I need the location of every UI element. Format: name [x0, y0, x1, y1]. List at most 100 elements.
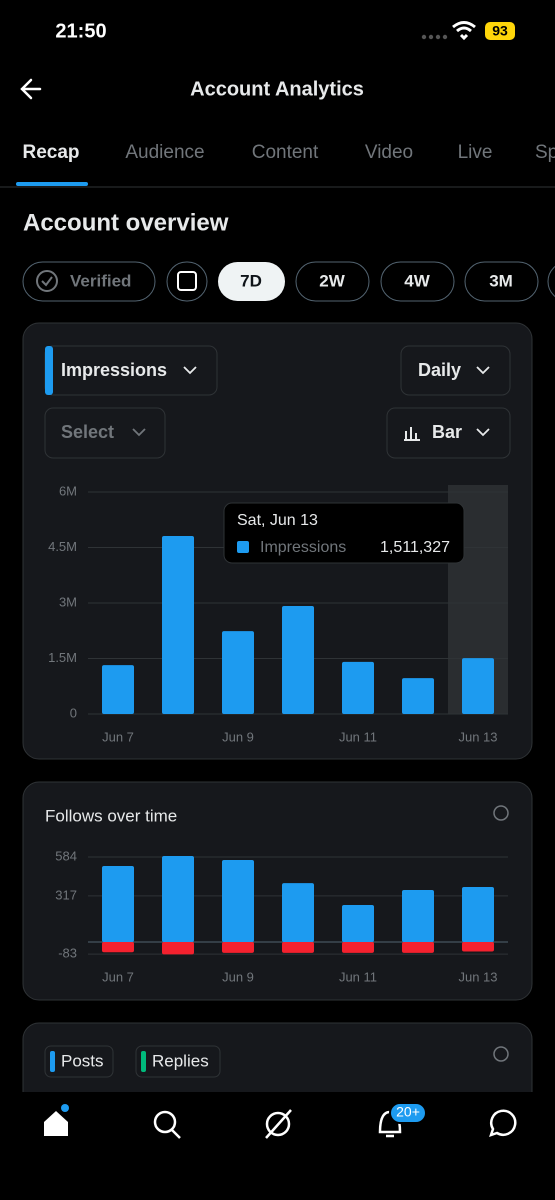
bar [102, 942, 134, 953]
search-icon[interactable] [153, 1110, 177, 1134]
filter-label: 4W [404, 271, 430, 290]
tab[interactable]: Audience [125, 142, 204, 163]
bar [402, 678, 434, 714]
legend-chip[interactable] [44, 1045, 114, 1078]
page-title: Account Analytics [190, 78, 364, 100]
bar [462, 887, 494, 943]
dropdown-label: Daily [418, 360, 461, 380]
section-title: Account overview [23, 209, 229, 236]
home-dot [61, 1104, 69, 1112]
tooltip [223, 502, 465, 564]
bar [162, 536, 194, 714]
x-tick-label: Jun 9 [222, 729, 254, 744]
tab[interactable]: Sp [535, 142, 555, 163]
x-tick-label: Jun 9 [222, 970, 254, 985]
legend-label: Posts [61, 1051, 104, 1070]
filter-pill[interactable] [295, 261, 370, 302]
bar [102, 866, 134, 943]
bar [462, 942, 494, 952]
tooltip-value: 1,511,327 [380, 539, 450, 556]
chevron [132, 428, 146, 437]
bar [402, 942, 434, 953]
y-tick-label: 317 [55, 887, 77, 902]
x-tick-label: Jun 13 [458, 729, 497, 744]
battery-level: 93 [492, 23, 508, 39]
interval-dropdown[interactable] [400, 345, 511, 396]
filter-pill[interactable] [464, 261, 539, 302]
filter-label: 7D [240, 271, 262, 290]
chevron [183, 366, 197, 375]
y-tick-label: 0 [70, 705, 77, 720]
bar [282, 605, 314, 714]
tab[interactable]: Live [458, 142, 493, 163]
signal [421, 34, 448, 40]
follows-chart: -83 317 584 Jun 7 Jun 9 Jun 11 Jun 13 [55, 848, 508, 985]
bar [462, 658, 494, 714]
x-tick-label: Jun 7 [102, 729, 134, 744]
dropdown-label: Select [61, 422, 114, 442]
y-tick-label: 3M [59, 594, 77, 609]
bottom-nav [0, 1092, 555, 1200]
tab[interactable]: Recap [22, 142, 79, 163]
bar [282, 883, 314, 943]
info-icon[interactable] [493, 805, 509, 821]
filter-pill[interactable] [547, 262, 555, 301]
filter-pill[interactable] [22, 261, 156, 302]
tab-indicator [16, 182, 88, 186]
clock: 21:50 [55, 20, 106, 42]
verified-icon [36, 270, 58, 292]
filter-pill[interactable] [380, 261, 455, 302]
y-tick-label: 4.5M [48, 539, 77, 554]
x-tick-label: Jun 7 [102, 970, 134, 985]
bar [282, 942, 314, 953]
calendar-pill[interactable] [166, 261, 208, 302]
bar [162, 942, 194, 955]
bar [162, 856, 194, 943]
bar-icon [404, 427, 420, 441]
select-dropdown[interactable] [44, 407, 166, 459]
search-handle [171, 1129, 181, 1139]
bar [222, 942, 254, 953]
legend-label: Replies [152, 1051, 209, 1070]
filter-label: 2W [319, 271, 345, 290]
messages-icon[interactable] [489, 1109, 517, 1137]
bar [402, 890, 434, 943]
tab[interactable]: Video [365, 142, 413, 163]
filter-label: 3M [489, 271, 513, 290]
x-tick-label: Jun 11 [339, 729, 377, 744]
grok-slash [265, 1109, 292, 1139]
chevron [476, 366, 490, 375]
bar [342, 661, 374, 714]
filter-label: Verified [70, 271, 131, 290]
legend-chip[interactable] [135, 1045, 221, 1078]
y-tick-label: -83 [58, 946, 77, 961]
home-icon[interactable] [44, 1111, 68, 1136]
badge-label: 20+ [396, 1104, 420, 1120]
bar [222, 631, 254, 714]
metric-color [45, 346, 53, 395]
tab[interactable]: Content [252, 142, 319, 163]
legend-swatch [50, 1051, 55, 1072]
grok-icon[interactable] [265, 1111, 291, 1137]
x-tick-label: Jun 13 [458, 970, 497, 985]
chart-type-dropdown[interactable] [386, 407, 511, 459]
verified-check [41, 276, 53, 287]
battery [485, 22, 515, 40]
calendar-icon [177, 271, 197, 291]
back-button[interactable] [20, 78, 42, 100]
info-icon[interactable] [493, 1046, 509, 1062]
tooltip-date: Sat, Jun 13 [237, 512, 318, 529]
y-tick-label: 6M [59, 483, 77, 498]
filter-pill-selected[interactable] [218, 262, 285, 301]
x-tick-label: Jun 11 [339, 970, 377, 985]
dropdown-label: Impressions [61, 360, 167, 380]
dropdown-label: Bar [432, 422, 462, 442]
bar [342, 942, 374, 953]
chevron [476, 428, 490, 437]
card-title: Follows over time [45, 806, 177, 825]
badge [389, 1102, 427, 1124]
tooltip-series: Impressions [260, 539, 346, 556]
wifi [452, 21, 476, 41]
bar [222, 859, 254, 943]
